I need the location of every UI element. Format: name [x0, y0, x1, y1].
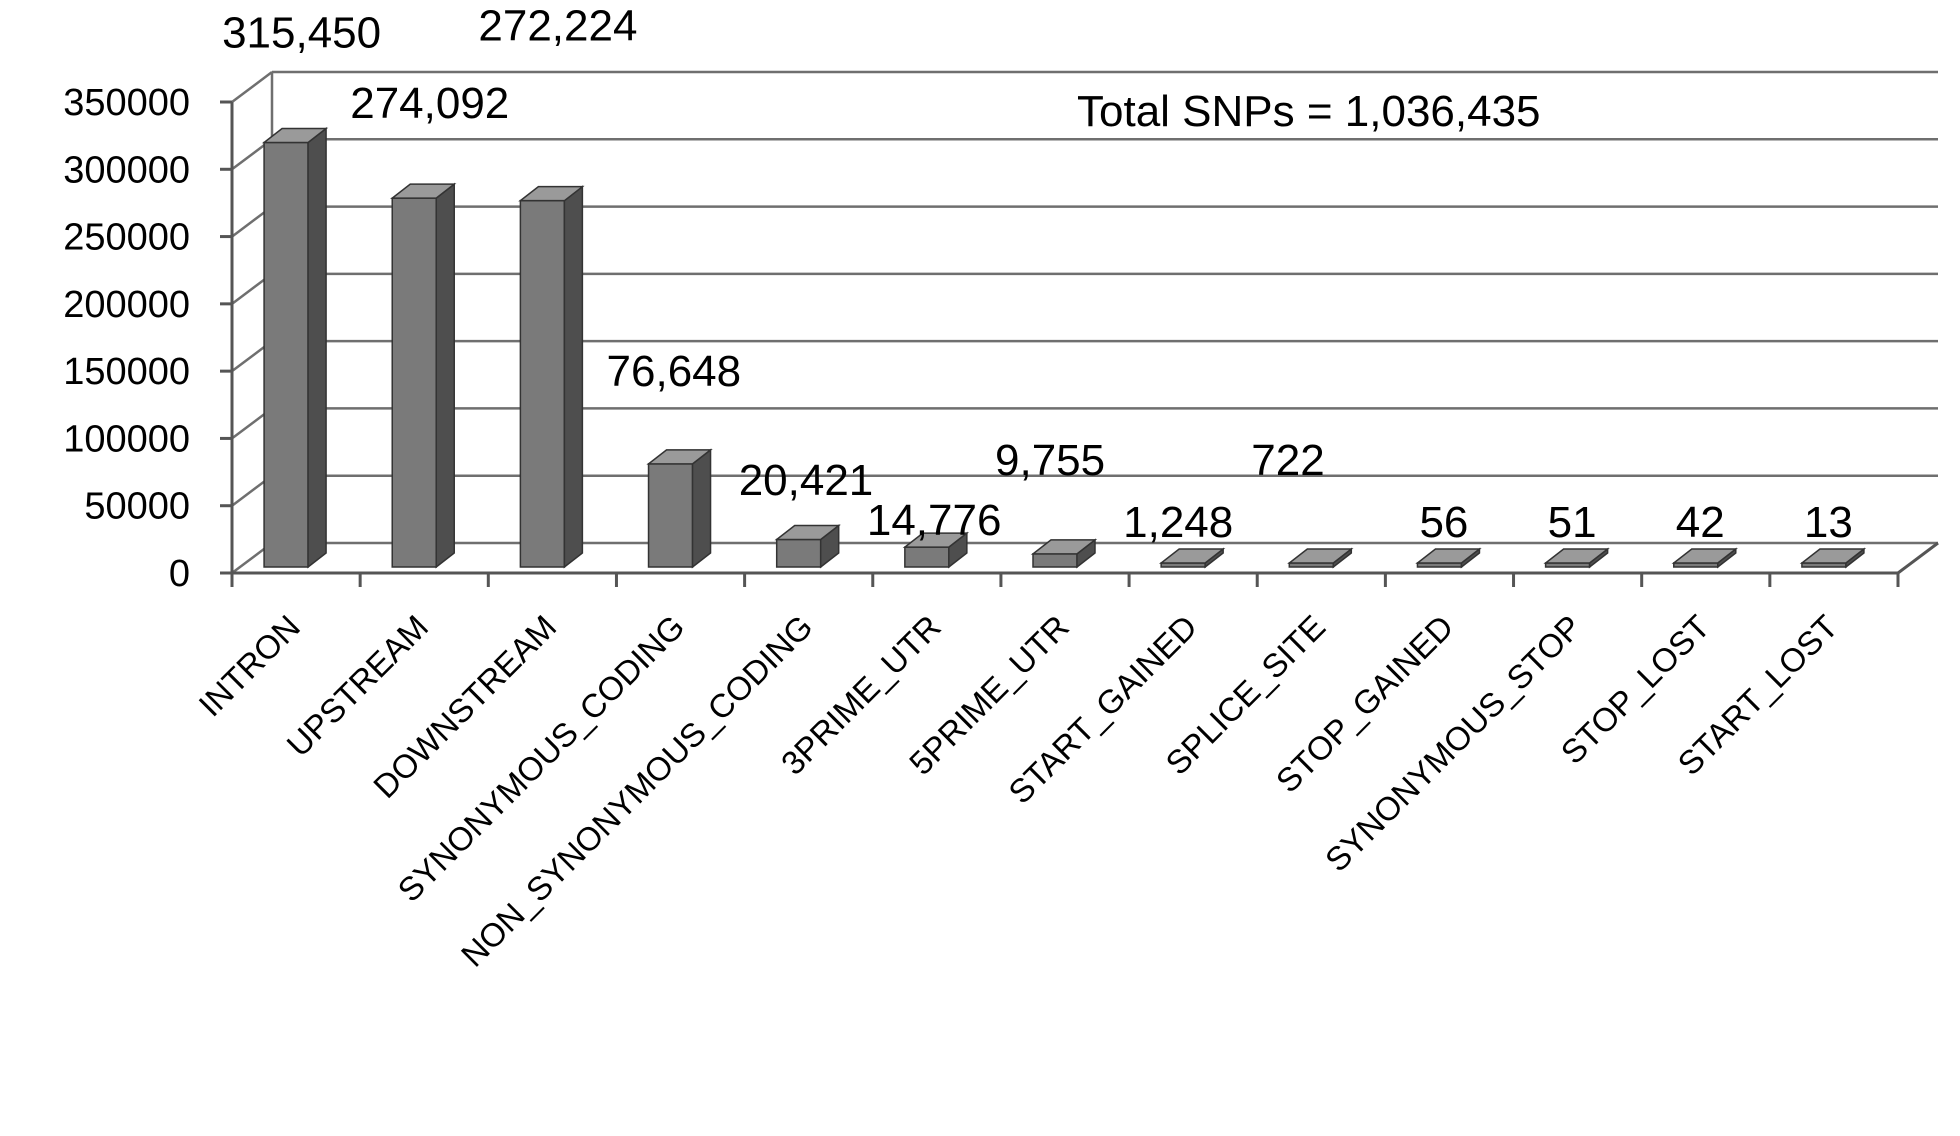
bar-side — [307, 126, 327, 569]
bar-side — [691, 448, 712, 569]
data-label: 76,648 — [607, 347, 742, 396]
bar-front — [519, 199, 566, 568]
data-label: 274,092 — [350, 79, 509, 128]
bar — [1543, 547, 1610, 569]
data-label: 315,450 — [222, 8, 381, 57]
bar — [1287, 547, 1354, 569]
bar-top — [1671, 548, 1738, 564]
bar-top — [518, 185, 585, 202]
bar-top — [774, 524, 841, 541]
bar — [1158, 547, 1226, 569]
bar-front — [775, 538, 822, 568]
bar-top — [646, 449, 713, 465]
data-label: 272,224 — [478, 2, 637, 51]
bar-side — [435, 182, 455, 569]
bar — [1671, 547, 1738, 569]
bar-top — [1799, 548, 1867, 564]
y-tick-label: 150000 — [63, 351, 190, 393]
bar-top — [1415, 548, 1482, 564]
bar-front — [647, 463, 694, 568]
bar-top — [1030, 539, 1098, 555]
data-label: 1,248 — [1123, 498, 1233, 547]
bar — [902, 531, 970, 569]
bar-top — [902, 532, 970, 548]
data-label: 51 — [1548, 498, 1597, 547]
x-tick-label: SYNONYMOUS_STOP — [1318, 608, 1589, 879]
data-label: 9,755 — [995, 436, 1105, 485]
bar-top — [1287, 548, 1354, 564]
y-tick-label: 0 — [169, 553, 190, 595]
bar — [390, 182, 457, 569]
data-label: 42 — [1676, 498, 1725, 547]
bar-side — [563, 185, 584, 569]
y-tick-label: 350000 — [63, 82, 190, 124]
bar — [1799, 547, 1867, 569]
total-snps-annotation: Total SNPs = 1,036,435 — [1077, 87, 1541, 136]
bar-front — [1032, 553, 1078, 568]
bar-front — [263, 141, 309, 568]
y-tick-label: 50000 — [84, 486, 190, 528]
bar-top — [1543, 548, 1610, 564]
y-tick-label: 200000 — [63, 284, 190, 326]
bar-top — [261, 127, 329, 144]
data-label: 13 — [1804, 498, 1853, 547]
bars — [261, 126, 1867, 569]
data-label: 722 — [1251, 436, 1324, 485]
bar-top — [1158, 548, 1226, 564]
y-tick-label: 250000 — [63, 217, 190, 259]
bar — [774, 523, 841, 569]
y-tick-label: 100000 — [63, 418, 190, 460]
x-tick-label: INTRON — [191, 608, 307, 724]
bar-front — [391, 197, 437, 568]
bar-top — [390, 183, 457, 199]
bar — [1030, 538, 1098, 569]
bar-front — [904, 546, 950, 568]
bar — [518, 185, 585, 569]
y-tick-label: 300000 — [63, 149, 190, 191]
bar — [1415, 547, 1482, 569]
bar — [646, 448, 713, 569]
data-label: 20,421 — [739, 456, 874, 505]
bar — [261, 126, 329, 569]
gridline-side-350000 — [231, 71, 273, 103]
data-label: 14,776 — [867, 496, 1002, 545]
floor-right-edge — [1897, 541, 1939, 575]
data-label: 56 — [1419, 498, 1468, 547]
